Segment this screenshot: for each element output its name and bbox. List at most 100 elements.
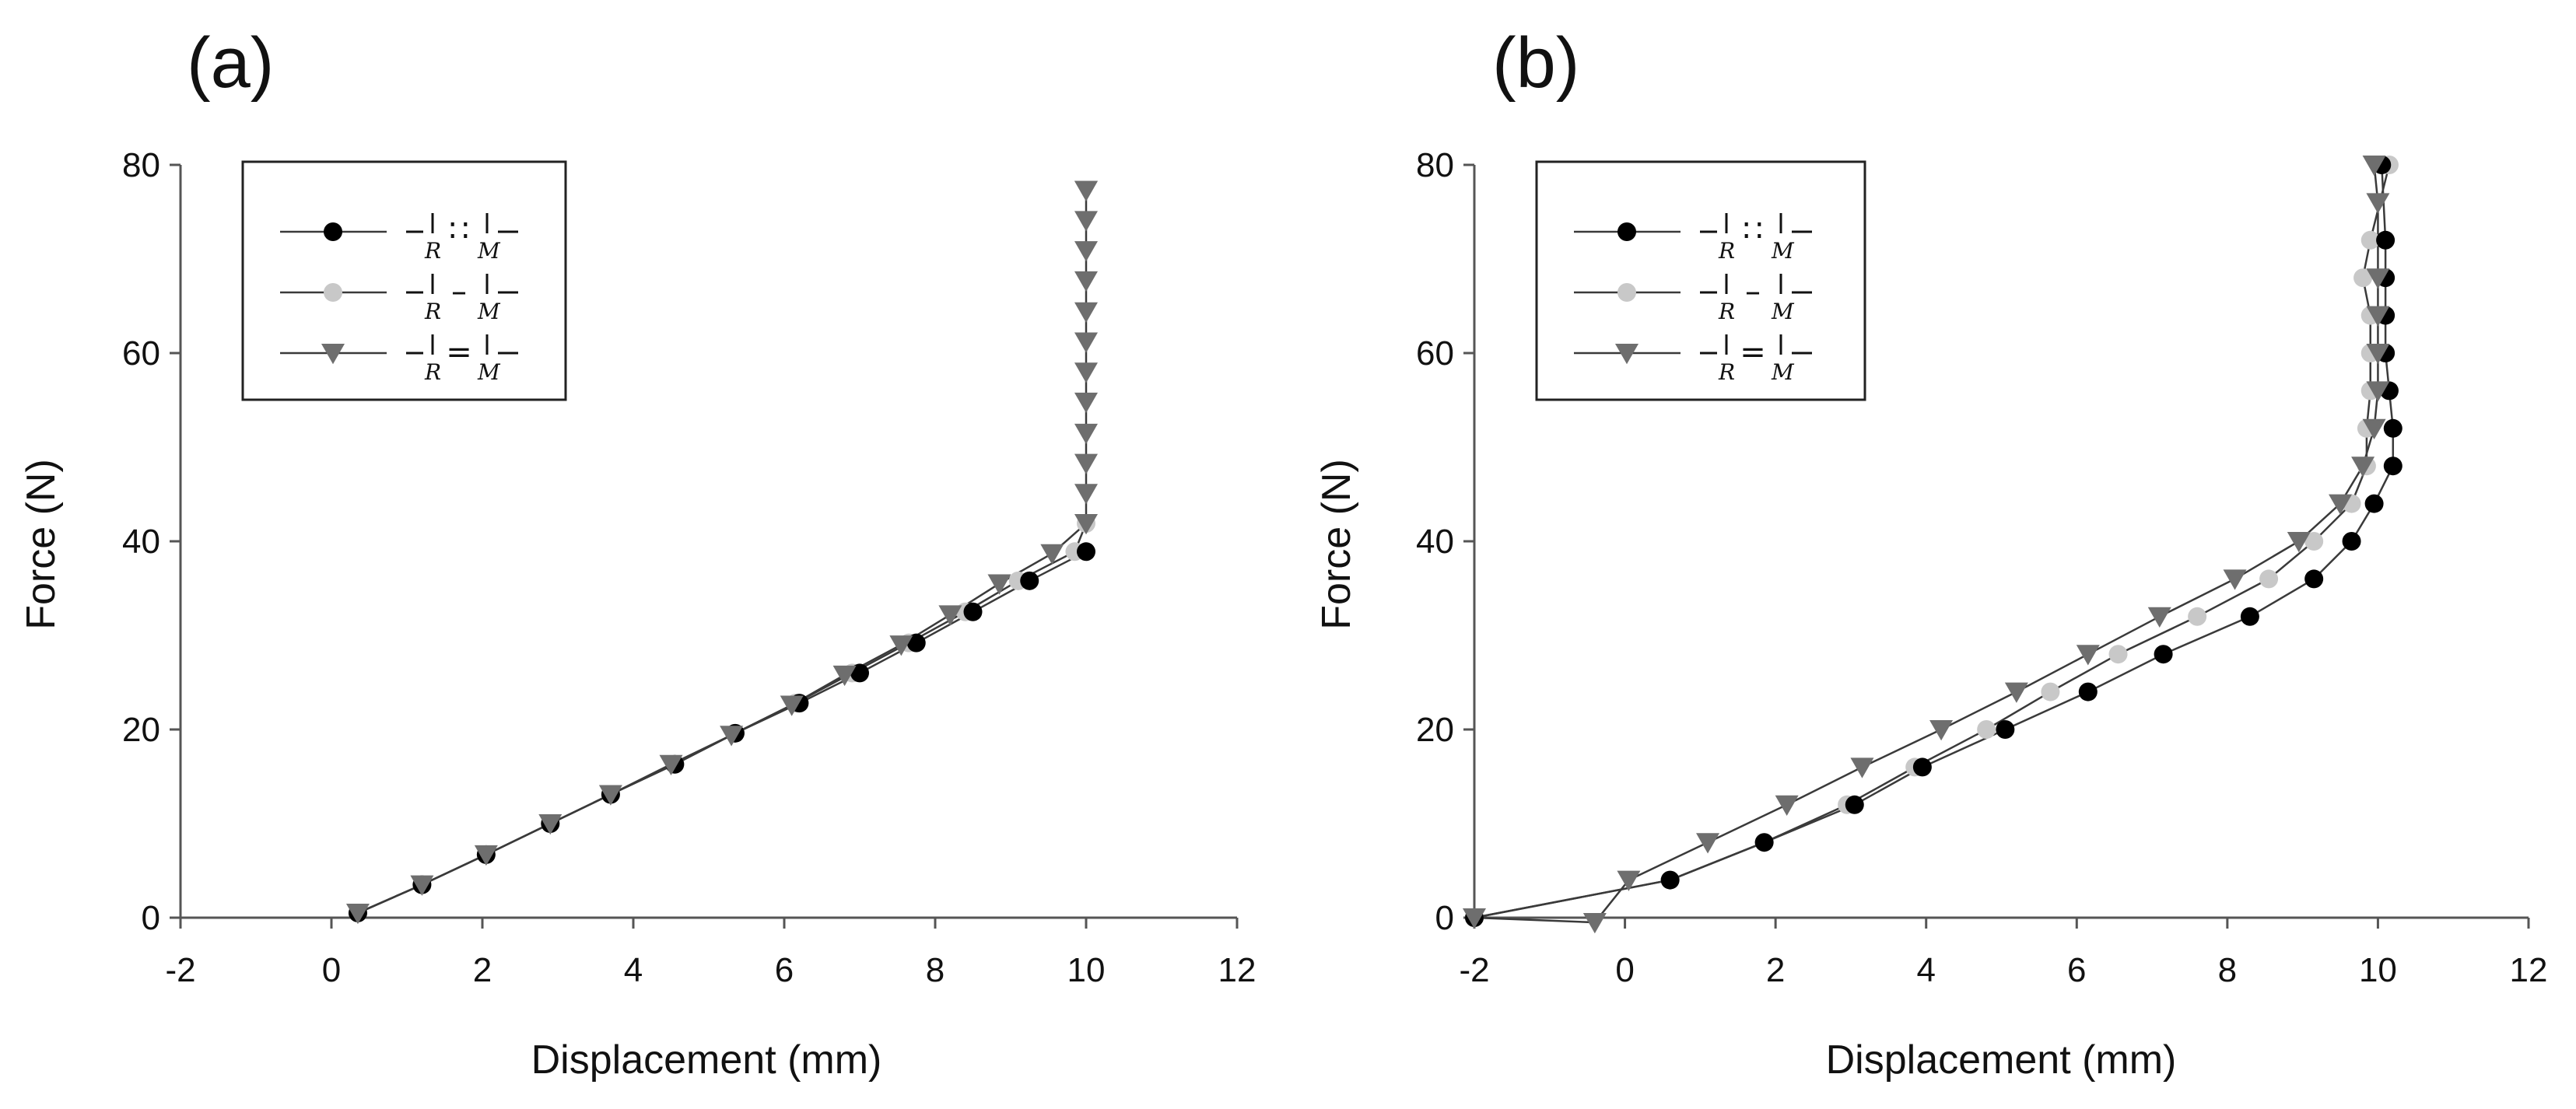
panel-b-x-tick-label: 0 bbox=[1615, 951, 1634, 989]
panel-a-series-2-point bbox=[1074, 271, 1098, 292]
panel-a-series-2-point bbox=[1040, 544, 1064, 565]
panel-b-legend-symbol-2: R=M bbox=[1700, 334, 1812, 385]
panel-b-x-axis-label: Displacement (mm) bbox=[1826, 1037, 2177, 1083]
panel-b-y-tick-label: 40 bbox=[1416, 523, 1454, 561]
panel-b-series-2-point bbox=[1929, 720, 1954, 741]
panel-b-legend-subscript-left: R bbox=[1718, 299, 1735, 324]
panel-a-y-axis-label: Force (N) bbox=[19, 459, 64, 630]
panel-b-series-2-point bbox=[1617, 870, 1641, 891]
panel-a-series-1-line bbox=[357, 523, 1088, 915]
panel-a-series-2-point bbox=[1074, 392, 1098, 414]
panel-b-legend-subscript-right: M bbox=[1771, 238, 1795, 264]
panel-a-series-2-point bbox=[1074, 423, 1098, 445]
panel-a-legend-symbol-2: R=M bbox=[406, 334, 518, 385]
panel-a-legend-subscript-right: M bbox=[477, 299, 501, 324]
panel-a-series-2-point bbox=[1074, 332, 1098, 353]
panel-b-series-0-point bbox=[2364, 494, 2384, 513]
panel-b-x-tick-label: 2 bbox=[1766, 951, 1785, 989]
panel-b-series-0-point bbox=[2376, 230, 2396, 250]
panel-b-series-0-point bbox=[1754, 833, 1774, 852]
panel-a-legend-subscript-left: R bbox=[424, 299, 441, 324]
panel-a-legend-box bbox=[241, 160, 567, 401]
panel-b-series-2-point bbox=[2366, 268, 2390, 289]
panel-b-series-1-point bbox=[2353, 268, 2373, 288]
panel-a-legend-marker-2 bbox=[321, 344, 345, 365]
panel-b-legend-connector: ∷ bbox=[1743, 213, 1762, 249]
panel-b-series-1-point bbox=[2259, 569, 2279, 589]
panel-b-legend-marker-0 bbox=[1617, 222, 1636, 241]
panel-b-legend-subscript-left: R bbox=[1718, 238, 1735, 264]
panel-b-legend-subscript-right: M bbox=[1771, 299, 1795, 324]
panel-b-series-2-point bbox=[2362, 156, 2386, 177]
panel-b-series-0-point bbox=[2078, 682, 2098, 701]
panel-b-series-1-point bbox=[2188, 607, 2207, 626]
panel-b-x-tick-label: 4 bbox=[1916, 951, 1935, 989]
panel-a-series-2-point bbox=[780, 695, 804, 716]
panel-a-series-2-point bbox=[1074, 302, 1098, 324]
panel-a-series-2-point bbox=[720, 726, 744, 747]
panel-b-series-2-point bbox=[2366, 306, 2390, 327]
panel-b-legend-subscript-right: M bbox=[1771, 359, 1795, 385]
panel-a-legend-symbol-1: R–M bbox=[406, 274, 518, 324]
panel-b-legend: R∷MR–MR=M bbox=[1535, 160, 1866, 401]
panel-a-legend-marker-1 bbox=[324, 283, 342, 302]
panel-a-x-tick-label: -2 bbox=[165, 951, 195, 989]
panel-a-y-tick-label: 80 bbox=[122, 146, 160, 184]
panel-a-legend-subscript-right: M bbox=[477, 238, 501, 264]
panel-a-x-tick-label: 0 bbox=[322, 951, 341, 989]
panel-b-series-2-point bbox=[2287, 532, 2311, 553]
panel-b-series-2-point bbox=[1775, 795, 1799, 817]
panel-a-y-tick-label: 0 bbox=[142, 899, 160, 937]
panel-a-series bbox=[345, 180, 1098, 925]
panel-b-series-0-point bbox=[2342, 532, 2361, 551]
panel-b-series-0-point bbox=[1660, 870, 1680, 890]
panel-b-x-tick-label: -2 bbox=[1459, 951, 1489, 989]
panel-b-y-tick-label: 60 bbox=[1416, 334, 1454, 373]
panel-b-series-0-point bbox=[2154, 645, 2173, 664]
panel-b-series-2-point bbox=[2366, 381, 2390, 402]
panel-b-legend-box bbox=[1535, 160, 1866, 401]
panel-b-series-2-point bbox=[1582, 913, 1607, 934]
panel-a-series-2-point bbox=[538, 814, 563, 835]
panel-b-series-2-point bbox=[2004, 682, 2028, 703]
panel-b-series-1-point bbox=[2304, 532, 2324, 551]
panel-a-y-tick-label: 20 bbox=[122, 711, 160, 749]
panel-a-legend-subscript-right: M bbox=[477, 359, 501, 385]
panel-a-series-2-point bbox=[598, 785, 622, 806]
panel-a-x-tick-label: 12 bbox=[1218, 951, 1256, 989]
panel-b-series-2-point bbox=[2366, 344, 2390, 365]
panel-b-series-2-point bbox=[2362, 418, 2386, 440]
panel-a-series-0-point bbox=[963, 602, 983, 621]
panel-b-series-0-point bbox=[1845, 795, 1864, 814]
panel-a-legend-subscript-left: R bbox=[424, 238, 441, 264]
panel-a-legend-connector: ∷ bbox=[449, 213, 468, 249]
panel-a-x-tick-label: 10 bbox=[1067, 951, 1106, 989]
panel-a-x-axis-label: Displacement (mm) bbox=[531, 1037, 882, 1083]
panel-b-series-0-point bbox=[1996, 720, 2015, 739]
panel-b-y-tick-label: 80 bbox=[1416, 146, 1454, 184]
panel-b-legend-symbol-1: R–M bbox=[1700, 274, 1812, 324]
panel-b-legend-subscript-left: R bbox=[1718, 359, 1735, 385]
panel-a-series-0-point bbox=[906, 633, 926, 652]
panel-b-series-0-point bbox=[2304, 569, 2324, 589]
panel-b-series-0-point bbox=[2383, 457, 2403, 476]
panel-a-x-tick-label: 4 bbox=[624, 951, 643, 989]
panel-a-series-2-point bbox=[889, 635, 913, 656]
panel-a-series-2-point bbox=[659, 754, 683, 776]
panel-a-series-2-point bbox=[938, 605, 962, 626]
panel-a-legend-connector: = bbox=[446, 334, 472, 370]
panel-b-x-tick-label: 10 bbox=[2359, 951, 2397, 989]
panel-a-legend: R∷MR–MR=M bbox=[241, 160, 567, 401]
panel-b-series-2-point bbox=[1463, 908, 1486, 929]
panel-b-legend-symbol-0: R ∷ M bbox=[1700, 213, 1812, 264]
panel-a-series-0-point bbox=[850, 663, 869, 683]
panel-a-series-0-point bbox=[1077, 542, 1095, 561]
panel-b-series-2-point bbox=[2076, 645, 2100, 666]
panel-b-y-axis-label: Force (N) bbox=[1314, 459, 1359, 630]
panel-a-series-2-point bbox=[474, 845, 498, 866]
panel-b-series-1-point bbox=[2360, 230, 2380, 250]
panel-b-series-2-point bbox=[2366, 193, 2390, 214]
